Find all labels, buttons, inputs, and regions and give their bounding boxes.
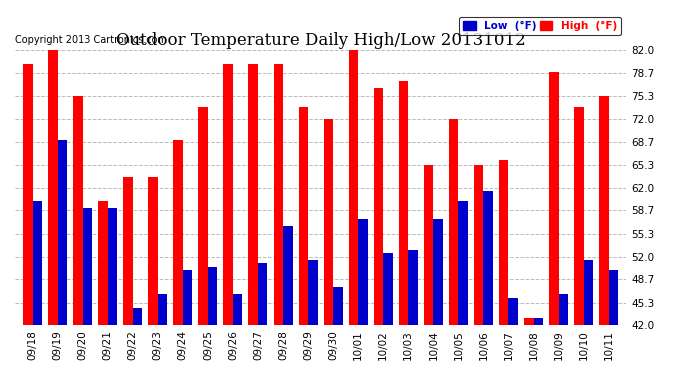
Bar bbox=[48, 50, 57, 325]
Bar bbox=[448, 119, 458, 325]
Bar bbox=[408, 250, 417, 325]
Bar bbox=[574, 106, 584, 325]
Bar bbox=[308, 260, 317, 325]
Bar bbox=[258, 263, 268, 325]
Bar bbox=[224, 64, 233, 325]
Bar bbox=[124, 177, 132, 325]
Bar bbox=[183, 270, 193, 325]
Bar bbox=[424, 165, 433, 325]
Bar bbox=[173, 140, 183, 325]
Bar bbox=[198, 106, 208, 325]
Title: Outdoor Temperature Daily High/Low 20131012: Outdoor Temperature Daily High/Low 20131… bbox=[116, 32, 526, 49]
Bar bbox=[148, 177, 158, 325]
Bar bbox=[98, 201, 108, 325]
Bar bbox=[57, 140, 67, 325]
Bar bbox=[348, 50, 358, 325]
Bar bbox=[433, 219, 443, 325]
Bar bbox=[32, 201, 42, 325]
Bar bbox=[23, 64, 32, 325]
Bar bbox=[484, 191, 493, 325]
Bar bbox=[533, 318, 543, 325]
Bar bbox=[273, 64, 283, 325]
Bar bbox=[499, 160, 509, 325]
Bar bbox=[374, 88, 383, 325]
Bar bbox=[524, 318, 533, 325]
Bar bbox=[233, 294, 242, 325]
Bar bbox=[458, 201, 468, 325]
Bar bbox=[599, 96, 609, 325]
Bar bbox=[299, 106, 308, 325]
Legend: Low  (°F), High  (°F): Low (°F), High (°F) bbox=[459, 17, 621, 36]
Bar bbox=[358, 219, 368, 325]
Bar bbox=[283, 225, 293, 325]
Bar bbox=[132, 308, 142, 325]
Bar bbox=[73, 96, 83, 325]
Bar bbox=[549, 72, 559, 325]
Bar bbox=[474, 165, 484, 325]
Bar bbox=[324, 119, 333, 325]
Bar bbox=[584, 260, 593, 325]
Bar bbox=[83, 209, 92, 325]
Bar bbox=[399, 81, 408, 325]
Bar bbox=[609, 270, 618, 325]
Bar bbox=[158, 294, 167, 325]
Bar bbox=[383, 253, 393, 325]
Bar bbox=[208, 267, 217, 325]
Text: Copyright 2013 Cartronics.com: Copyright 2013 Cartronics.com bbox=[15, 35, 167, 45]
Bar bbox=[559, 294, 568, 325]
Bar bbox=[333, 288, 343, 325]
Bar bbox=[248, 64, 258, 325]
Bar bbox=[108, 209, 117, 325]
Bar bbox=[509, 298, 518, 325]
